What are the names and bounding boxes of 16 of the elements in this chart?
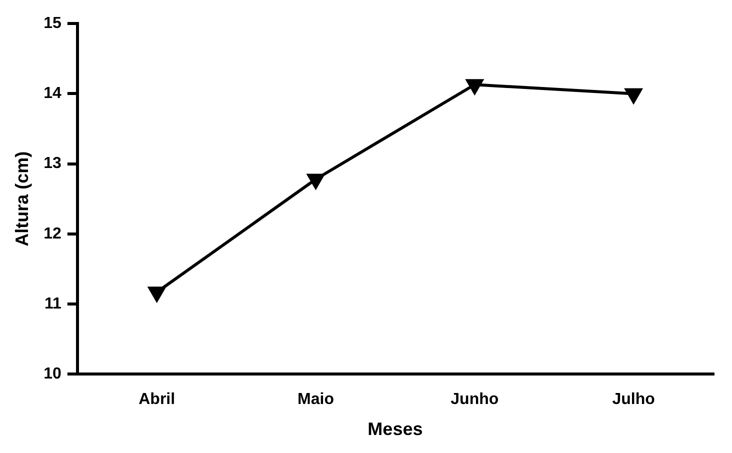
y-tick-label: 15	[44, 15, 62, 32]
x-tick-label: Abril	[138, 391, 176, 408]
y-tick-label: 14	[44, 85, 62, 102]
y-tick-label: 13	[44, 155, 62, 172]
x-tick-label: Julho	[612, 391, 656, 408]
y-axis-title: Altura (cm)	[12, 151, 32, 246]
point	[625, 88, 642, 104]
y-tick-label: 12	[44, 225, 62, 242]
x-tick-label: Junho	[450, 391, 499, 408]
point	[148, 286, 166, 302]
point	[307, 174, 324, 189]
y-tick-label: 11	[44, 295, 62, 312]
point	[466, 79, 484, 94]
x-axis-title: Meses	[368, 419, 423, 440]
y-tick-label: 10	[44, 366, 62, 383]
x-tick-label: Maio	[298, 391, 334, 408]
